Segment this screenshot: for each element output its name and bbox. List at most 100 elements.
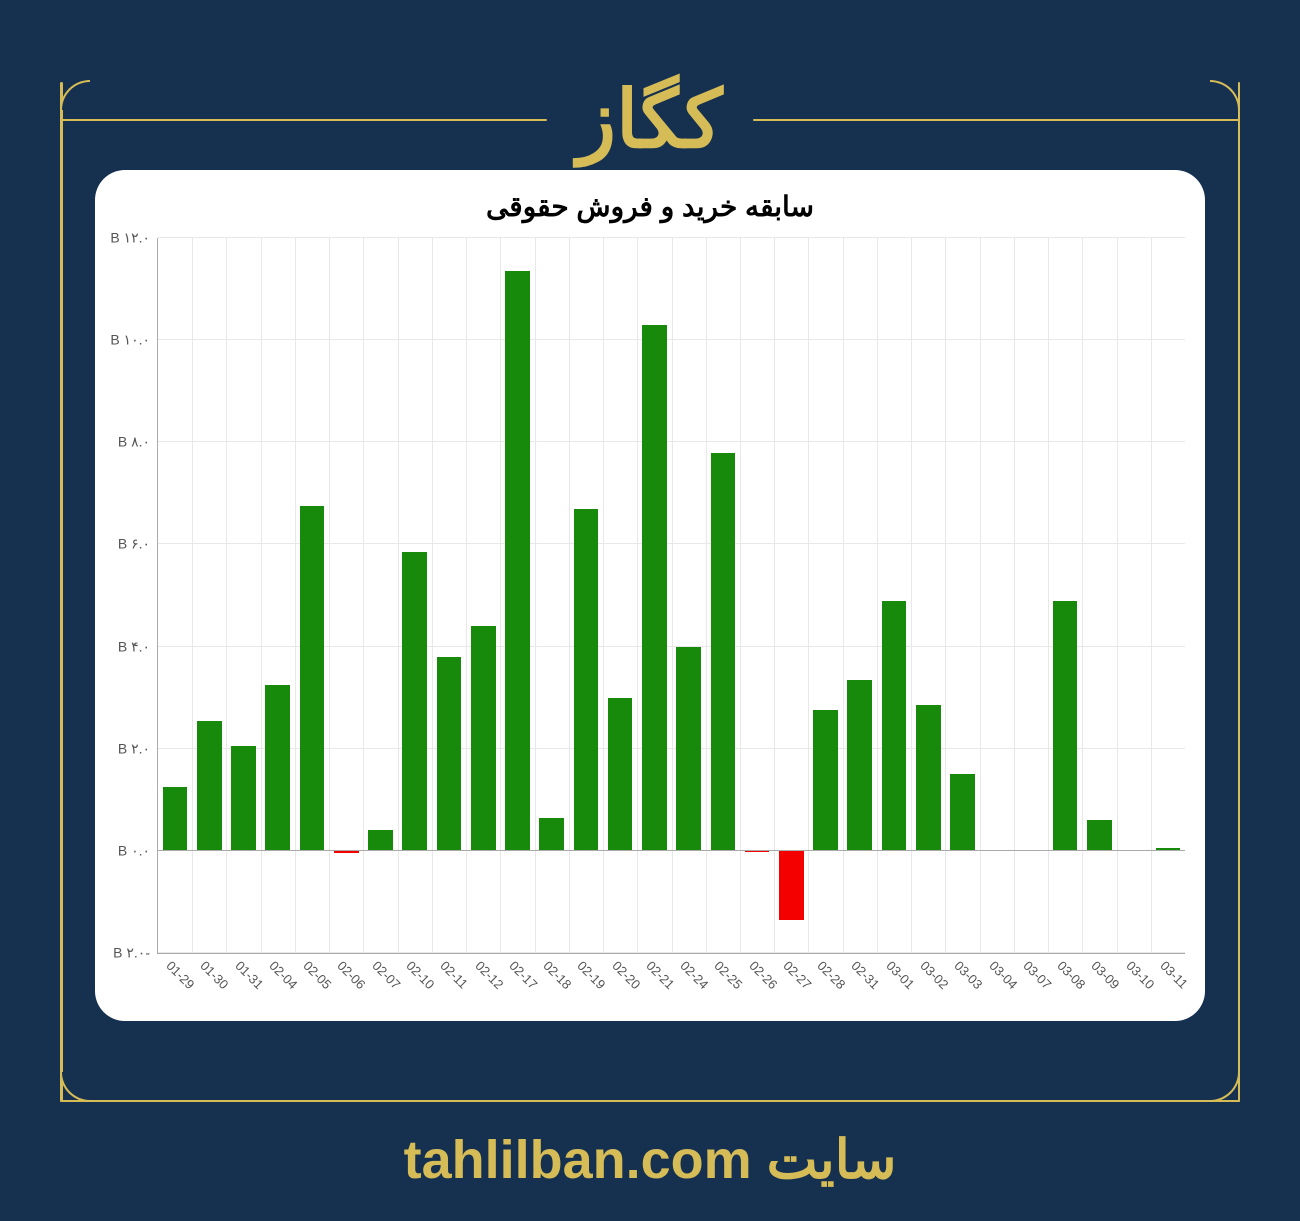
chart-gridline-v xyxy=(808,238,809,953)
chart-bar xyxy=(505,271,530,851)
chart-y-tick-label: ۶.۰ B xyxy=(118,536,158,553)
chart-bar xyxy=(231,746,256,851)
footer-domain: tahlilban.com xyxy=(404,1130,752,1190)
chart-bar xyxy=(334,851,359,854)
chart-gridline-v xyxy=(672,238,673,953)
chart-title: سابقه خرید و فروش حقوقی xyxy=(115,190,1185,223)
chart-gridline-v xyxy=(466,238,467,953)
chart-x-tick-label: 03-02 xyxy=(917,958,951,992)
chart-gridline-v xyxy=(774,238,775,953)
chart-x-tick-label: 02-17 xyxy=(506,958,540,992)
chart-gridline-v xyxy=(980,238,981,953)
chart-plot-area: -۲.۰ B۰.۰ B۲.۰ B۴.۰ B۶.۰ B۸.۰ B۱۰.۰ B۱۲.… xyxy=(157,238,1185,954)
chart-bar xyxy=(608,698,633,851)
chart-y-tick-label: ۸.۰ B xyxy=(118,434,158,451)
chart-bar xyxy=(574,509,599,851)
chart-gridline-v xyxy=(295,238,296,953)
chart-zero-line xyxy=(158,850,1185,851)
chart-gridline-v xyxy=(877,238,878,953)
chart-gridline-v xyxy=(1117,238,1118,953)
chart-x-tick-label: 03-04 xyxy=(986,958,1020,992)
chart-gridline-v xyxy=(569,238,570,953)
chart-x-tick-label: 03-07 xyxy=(1020,958,1054,992)
chart-gridline-v xyxy=(432,238,433,953)
chart-bar xyxy=(437,657,462,851)
chart-gridline-v xyxy=(363,238,364,953)
chart-x-tick-label: 02-24 xyxy=(678,958,712,992)
chart-gridline-v xyxy=(329,238,330,953)
chart-gridline-v xyxy=(1048,238,1049,953)
chart-x-tick-label: 02-28 xyxy=(815,958,849,992)
chart-x-tick-label: 02-06 xyxy=(335,958,369,992)
chart-bar xyxy=(813,710,838,850)
chart-bar xyxy=(1087,820,1112,851)
chart-x-tick-label: 02-10 xyxy=(403,958,437,992)
frame-border-left xyxy=(60,82,63,1102)
chart-x-tick-label: 02-07 xyxy=(369,958,403,992)
chart-x-tick-label: 02-04 xyxy=(266,958,300,992)
chart-gridline-v xyxy=(740,238,741,953)
chart-bar xyxy=(197,721,222,851)
chart-x-tick-label: 03-11 xyxy=(1157,958,1190,991)
chart-x-tick-label: 02-26 xyxy=(746,958,780,992)
chart-bar xyxy=(471,626,496,851)
chart-bar xyxy=(539,818,564,851)
chart-x-tick-label: 02-20 xyxy=(609,958,643,992)
chart-x-tick-label: 02-19 xyxy=(575,958,609,992)
chart-bar xyxy=(1053,601,1078,851)
chart-bar xyxy=(745,851,770,852)
chart-x-tick-label: 02-25 xyxy=(712,958,746,992)
chart-bar xyxy=(950,774,975,851)
chart-x-tick-label: 03-09 xyxy=(1089,958,1123,992)
footer-text: سایت tahlilban.com xyxy=(0,1128,1300,1191)
chart-x-tick-label: 02-11 xyxy=(438,958,471,991)
chart-bar xyxy=(402,552,427,851)
chart-gridline-v xyxy=(843,238,844,953)
header-rule: کگاز xyxy=(60,80,1240,160)
chart-x-tick-label: 02-27 xyxy=(780,958,814,992)
chart-x-tick-label: 02-12 xyxy=(472,958,506,992)
chart-x-tick-label: 02-31 xyxy=(849,958,883,992)
chart-y-tick-label: ۰.۰ B xyxy=(118,842,158,859)
frame-border-right xyxy=(1238,82,1241,1102)
frame-corner-bl xyxy=(60,1072,90,1102)
chart-gridline-v xyxy=(1151,238,1152,953)
chart-gridline-v xyxy=(398,238,399,953)
chart-gridline-v xyxy=(706,238,707,953)
chart-x-axis-labels: 01-2901-3001-3102-0402-0502-0602-0702-10… xyxy=(157,954,1185,999)
frame-border-bottom xyxy=(60,1100,1240,1103)
chart-gridline-v xyxy=(945,238,946,953)
chart-x-tick-label: 02-21 xyxy=(643,958,677,992)
chart-y-tick-label: ۲.۰ B xyxy=(118,740,158,757)
chart-gridline-v xyxy=(1082,238,1083,953)
chart-bar xyxy=(882,601,907,851)
header-rule-right xyxy=(753,119,1240,122)
chart-y-tick-label: ۱۰.۰ B xyxy=(110,332,158,349)
chart-panel: سابقه خرید و فروش حقوقی -۲.۰ B۰.۰ B۲.۰ B… xyxy=(95,170,1205,1021)
chart-x-tick-label: 03-03 xyxy=(952,958,986,992)
chart-gridline-v xyxy=(535,238,536,953)
footer-prefix: سایت xyxy=(752,1130,897,1190)
chart-bar xyxy=(300,506,325,851)
chart-bar xyxy=(163,787,188,851)
chart-gridline-v xyxy=(1014,238,1015,953)
chart-bar xyxy=(779,851,804,920)
chart-gridline-v xyxy=(226,238,227,953)
chart-x-tick-label: 03-01 xyxy=(883,958,917,992)
chart-bar xyxy=(916,705,941,851)
chart-bar xyxy=(847,680,872,851)
chart-x-tick-label: 03-10 xyxy=(1123,958,1157,992)
chart-gridline-v xyxy=(261,238,262,953)
chart-gridline-v xyxy=(192,238,193,953)
chart-x-tick-label: 02-18 xyxy=(540,958,574,992)
chart-y-tick-label: ۱۲.۰ B xyxy=(110,230,158,247)
chart-bar xyxy=(676,647,701,851)
chart-y-tick-label: ۴.۰ B xyxy=(118,638,158,655)
chart-bar xyxy=(642,325,667,851)
page-title: کگاز xyxy=(567,80,732,160)
chart-gridline-v xyxy=(603,238,604,953)
chart-x-tick-label: 01-31 xyxy=(232,958,266,992)
chart-y-tick-label: -۲.۰ B xyxy=(113,945,158,962)
chart-bar xyxy=(265,685,290,851)
chart-x-tick-label: 01-30 xyxy=(198,958,232,992)
